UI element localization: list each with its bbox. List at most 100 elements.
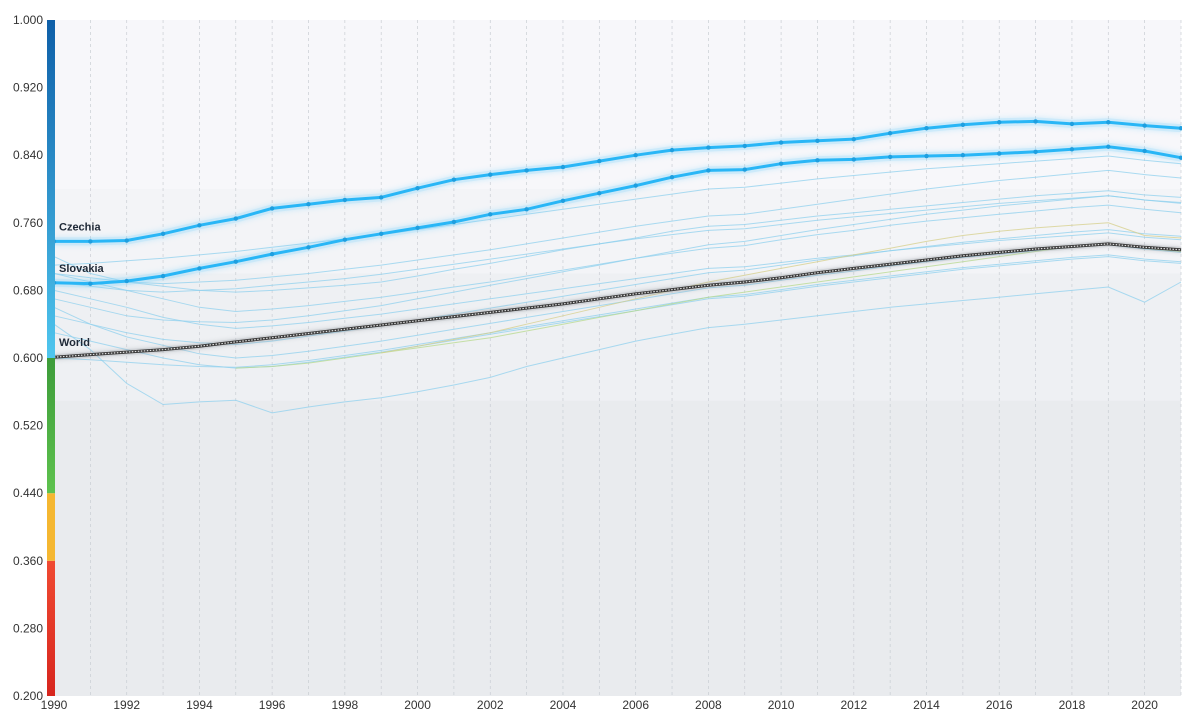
highlighted-series bbox=[51, 117, 1182, 361]
x-tick-label-2010: 2010 bbox=[768, 698, 795, 711]
data-point-slovakia-1995[interactable] bbox=[233, 259, 238, 264]
data-point-czechia-2004[interactable] bbox=[560, 164, 566, 170]
background-line-7 bbox=[53, 195, 1182, 324]
series-labels: Czechia Slovakia World bbox=[59, 221, 105, 349]
data-point-czechia-2019[interactable] bbox=[1106, 120, 1111, 125]
data-point-czechia-1999[interactable] bbox=[378, 195, 384, 200]
data-point-slovakia-1998[interactable] bbox=[342, 237, 348, 242]
y-tick-label-0.840: 0.840 bbox=[13, 148, 43, 162]
x-tick-label-1994: 1994 bbox=[186, 698, 213, 711]
x-tick-label-2006: 2006 bbox=[622, 698, 649, 711]
data-point-slovakia-2008[interactable] bbox=[706, 168, 711, 173]
data-point-czechia-2006[interactable] bbox=[633, 153, 638, 158]
background-line-6 bbox=[53, 195, 1182, 293]
data-point-slovakia-2010[interactable] bbox=[778, 161, 784, 166]
color-band-0 bbox=[47, 560, 55, 696]
data-point-czechia-2000[interactable] bbox=[415, 185, 420, 191]
data-point-slovakia-2004[interactable] bbox=[560, 198, 566, 204]
plot-background bbox=[54, 20, 1181, 696]
data-point-slovakia-1993[interactable] bbox=[160, 273, 166, 279]
series-world bbox=[53, 240, 1182, 361]
data-point-slovakia-1994[interactable] bbox=[197, 266, 202, 271]
data-point-czechia-2020[interactable] bbox=[1142, 123, 1147, 128]
axis-color-bar bbox=[47, 20, 55, 696]
data-point-czechia-1993[interactable] bbox=[160, 231, 166, 236]
x-tick-label-2004: 2004 bbox=[550, 698, 577, 711]
data-point-slovakia-2003[interactable] bbox=[524, 207, 529, 212]
data-point-slovakia-2013[interactable] bbox=[887, 154, 893, 160]
data-point-czechia-2009[interactable] bbox=[742, 143, 747, 149]
data-point-czechia-2013[interactable] bbox=[887, 131, 893, 136]
data-point-slovakia-2012[interactable] bbox=[851, 157, 857, 162]
data-point-czechia-2011[interactable] bbox=[815, 138, 820, 144]
data-point-czechia-2010[interactable] bbox=[778, 140, 784, 145]
background-line-10 bbox=[53, 155, 1182, 266]
data-point-czechia-2021[interactable] bbox=[1178, 125, 1182, 131]
data-point-slovakia-2001[interactable] bbox=[451, 219, 457, 225]
data-point-czechia-1994[interactable] bbox=[197, 223, 202, 228]
data-point-slovakia-1992[interactable] bbox=[124, 278, 129, 284]
data-point-slovakia-1996[interactable] bbox=[269, 251, 275, 257]
color-band-3 bbox=[47, 20, 55, 358]
x-tick-label-2012: 2012 bbox=[840, 698, 867, 711]
data-point-slovakia-2007[interactable] bbox=[669, 174, 675, 180]
data-point-slovakia-2009[interactable] bbox=[742, 167, 747, 172]
series-line-slovakia bbox=[53, 145, 1182, 286]
x-tick-label-2014: 2014 bbox=[913, 698, 940, 711]
data-point-slovakia-2021[interactable] bbox=[1178, 155, 1182, 160]
x-tick-label-2018: 2018 bbox=[1059, 698, 1086, 711]
y-tick-label-0.600: 0.600 bbox=[13, 351, 43, 365]
data-point-slovakia-2002[interactable] bbox=[488, 212, 493, 217]
data-point-slovakia-1999[interactable] bbox=[378, 231, 384, 236]
y-tick-label-0.760: 0.760 bbox=[13, 216, 43, 230]
color-band-2 bbox=[47, 358, 55, 494]
series-line-czechia bbox=[54, 119, 1182, 243]
data-point-slovakia-2011[interactable] bbox=[815, 158, 820, 163]
data-point-czechia-2003[interactable] bbox=[524, 168, 529, 173]
x-tick-label-2002: 2002 bbox=[477, 698, 504, 711]
x-tick-label-1996: 1996 bbox=[259, 698, 286, 711]
x-tick-label-2016: 2016 bbox=[986, 698, 1013, 711]
x-tick-label-1992: 1992 bbox=[113, 698, 140, 711]
data-point-czechia-2015[interactable] bbox=[960, 122, 966, 127]
x-tick-label-2020: 2020 bbox=[1131, 698, 1158, 711]
y-tick-label-1.000: 1.000 bbox=[13, 13, 43, 27]
data-point-czechia-1991[interactable] bbox=[88, 239, 93, 244]
data-point-czechia-1997[interactable] bbox=[306, 202, 311, 207]
data-point-slovakia-2020[interactable] bbox=[1142, 148, 1147, 154]
data-point-slovakia-2018[interactable] bbox=[1069, 147, 1075, 152]
data-point-czechia-2005[interactable] bbox=[597, 158, 602, 164]
data-point-slovakia-1997[interactable] bbox=[306, 245, 311, 250]
data-point-czechia-2008[interactable] bbox=[706, 145, 711, 150]
data-point-slovakia-2019[interactable] bbox=[1106, 144, 1111, 149]
data-point-czechia-2007[interactable] bbox=[669, 147, 675, 153]
data-point-czechia-1996[interactable] bbox=[269, 206, 275, 211]
data-point-czechia-1995[interactable] bbox=[233, 216, 238, 221]
y-axis-tick-labels: 0.200 0.280 0.360 0.440 0.520 0.600 0.680 0.760… bbox=[13, 13, 43, 703]
y-tick-label-0.200: 0.200 bbox=[13, 689, 43, 703]
data-point-czechia-2012[interactable] bbox=[851, 136, 857, 142]
background-line-12 bbox=[235, 242, 1182, 369]
data-point-czechia-2014[interactable] bbox=[924, 125, 929, 131]
data-point-czechia-2018[interactable] bbox=[1069, 121, 1075, 127]
data-point-slovakia-2005[interactable] bbox=[597, 191, 602, 196]
data-point-czechia-2016[interactable] bbox=[997, 120, 1002, 125]
data-point-slovakia-2016[interactable] bbox=[997, 151, 1002, 156]
background-line-5 bbox=[53, 169, 1182, 285]
y-tick-label-0.920: 0.920 bbox=[13, 81, 43, 95]
data-point-czechia-2002[interactable] bbox=[488, 172, 493, 177]
data-point-slovakia-2014[interactable] bbox=[924, 153, 929, 159]
data-point-czechia-2001[interactable] bbox=[451, 177, 457, 182]
background-line-4 bbox=[53, 281, 1182, 414]
data-point-slovakia-2015[interactable] bbox=[960, 153, 966, 158]
series-slovakia bbox=[51, 142, 1182, 288]
data-point-slovakia-1991[interactable] bbox=[88, 281, 93, 286]
series-line-dots-world bbox=[53, 243, 1182, 358]
data-point-slovakia-2000[interactable] bbox=[415, 225, 420, 231]
series-label-slovakia: Slovakia bbox=[59, 263, 105, 275]
data-point-czechia-1992[interactable] bbox=[124, 238, 129, 243]
data-point-slovakia-2006[interactable] bbox=[633, 183, 638, 188]
data-point-czechia-1998[interactable] bbox=[342, 197, 348, 203]
data-point-slovakia-2017[interactable] bbox=[1033, 149, 1038, 155]
data-point-czechia-2017[interactable] bbox=[1033, 119, 1038, 124]
